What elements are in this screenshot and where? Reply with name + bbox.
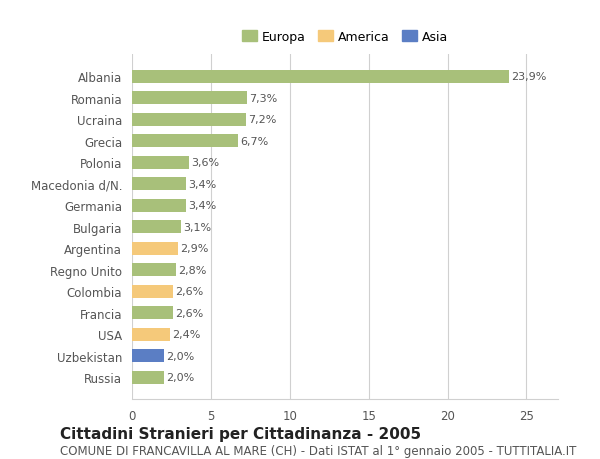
- Bar: [132, 349, 164, 362]
- Text: 7,3%: 7,3%: [250, 94, 278, 104]
- Text: 2,9%: 2,9%: [180, 244, 208, 254]
- Bar: [132, 71, 509, 84]
- Bar: [132, 307, 173, 319]
- Bar: [132, 328, 170, 341]
- Text: Cittadini Stranieri per Cittadinanza - 2005: Cittadini Stranieri per Cittadinanza - 2…: [60, 425, 421, 441]
- Bar: [132, 263, 176, 276]
- Text: 2,6%: 2,6%: [175, 286, 203, 297]
- Legend: Europa, America, Asia: Europa, America, Asia: [238, 27, 452, 47]
- Bar: [132, 113, 245, 127]
- Text: 3,6%: 3,6%: [191, 158, 219, 168]
- Text: 3,1%: 3,1%: [183, 222, 211, 232]
- Bar: [132, 135, 238, 148]
- Text: 2,8%: 2,8%: [179, 265, 207, 275]
- Text: 7,2%: 7,2%: [248, 115, 277, 125]
- Bar: [132, 221, 181, 234]
- Bar: [132, 92, 247, 105]
- Text: 23,9%: 23,9%: [511, 72, 547, 82]
- Bar: [132, 285, 173, 298]
- Text: 2,6%: 2,6%: [175, 308, 203, 318]
- Bar: [132, 371, 164, 384]
- Text: 2,0%: 2,0%: [166, 372, 194, 382]
- Text: 6,7%: 6,7%: [240, 136, 268, 146]
- Bar: [132, 157, 189, 169]
- Bar: [132, 178, 185, 191]
- Text: COMUNE DI FRANCAVILLA AL MARE (CH) - Dati ISTAT al 1° gennaio 2005 - TUTTITALIA.: COMUNE DI FRANCAVILLA AL MARE (CH) - Dat…: [60, 444, 577, 457]
- Text: 3,4%: 3,4%: [188, 201, 216, 211]
- Text: 2,0%: 2,0%: [166, 351, 194, 361]
- Text: 3,4%: 3,4%: [188, 179, 216, 189]
- Bar: [132, 199, 185, 212]
- Text: 2,4%: 2,4%: [172, 330, 200, 339]
- Bar: [132, 242, 178, 255]
